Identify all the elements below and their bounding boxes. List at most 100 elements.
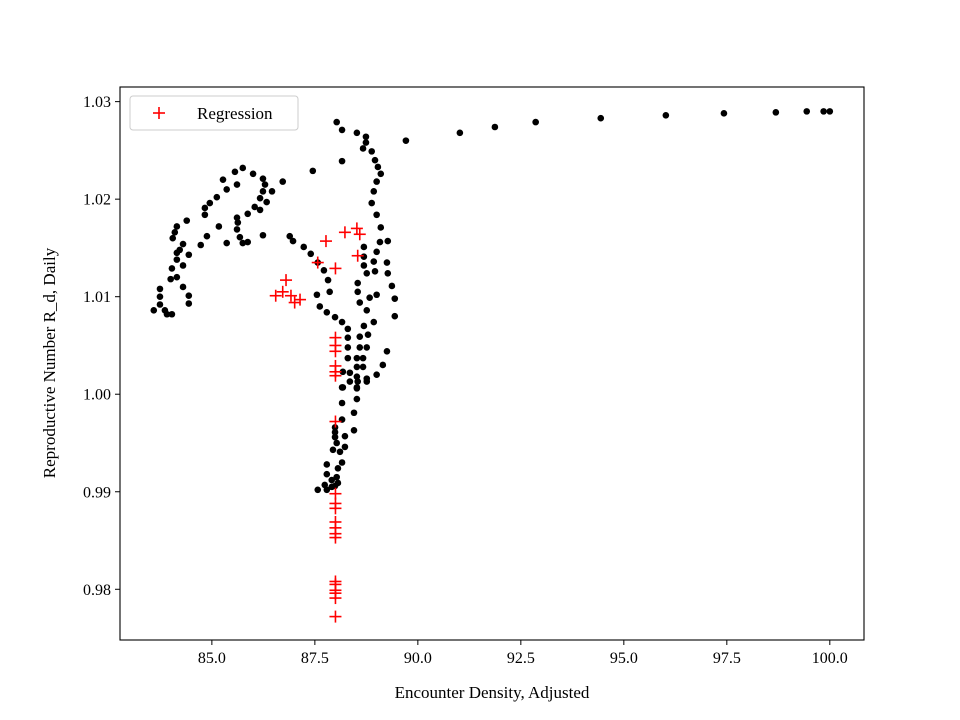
- data-point: [373, 291, 380, 299]
- legend: Regression: [129, 95, 299, 131]
- x-tick-label: 90.0: [404, 650, 432, 667]
- data-point: [323, 486, 331, 494]
- data-point: [370, 318, 378, 326]
- regression-point: [311, 256, 324, 269]
- data-point: [239, 164, 247, 172]
- data-point: [370, 188, 378, 195]
- data-point: [826, 108, 834, 115]
- regression-point: [319, 235, 332, 248]
- data-point: [350, 409, 358, 417]
- y-tick-label: 1.00: [83, 387, 111, 404]
- data-point: [377, 224, 385, 231]
- data-point: [354, 378, 362, 385]
- data-point: [344, 334, 352, 341]
- data-point: [197, 241, 205, 249]
- data-point: [359, 354, 367, 362]
- data-point: [377, 170, 385, 178]
- data-point: [150, 307, 158, 314]
- data-point: [331, 428, 339, 436]
- x-axis-label: Encounter Density, Adjusted: [395, 683, 590, 702]
- x-tick-label: 95.0: [610, 650, 638, 667]
- data-point: [820, 108, 827, 115]
- data-point: [373, 248, 380, 256]
- data-point: [371, 156, 379, 164]
- data-point: [268, 188, 276, 195]
- data-point: [171, 229, 179, 236]
- data-point: [279, 178, 287, 185]
- regression-point: [288, 296, 301, 309]
- data-point: [353, 395, 361, 403]
- data-point: [233, 214, 241, 221]
- regression-point: [329, 415, 342, 428]
- data-point: [173, 249, 181, 257]
- data-point: [201, 211, 209, 219]
- data-point: [366, 294, 373, 301]
- regression-point: [350, 222, 363, 235]
- data-point: [244, 210, 252, 218]
- data-point: [323, 470, 331, 478]
- data-point: [239, 239, 247, 247]
- regression-point: [329, 487, 342, 500]
- regression-point: [329, 262, 342, 275]
- data-point: [261, 181, 269, 188]
- data-point: [359, 145, 367, 152]
- data-point: [156, 301, 164, 308]
- data-point: [344, 354, 352, 362]
- data-point: [370, 258, 378, 265]
- data-point: [379, 361, 387, 369]
- data-point: [233, 181, 241, 188]
- data-point: [373, 211, 380, 219]
- data-point: [356, 344, 364, 351]
- data-point: [371, 268, 379, 275]
- data-point: [173, 273, 181, 281]
- data-point: [336, 448, 344, 456]
- data-point: [289, 237, 297, 245]
- legend-regression-label: Regression: [197, 104, 273, 123]
- regression-point: [276, 285, 289, 298]
- data-point: [259, 188, 267, 195]
- data-point: [259, 175, 267, 182]
- legend-box: [129, 95, 299, 131]
- data-point: [362, 139, 370, 146]
- data-point: [331, 482, 339, 490]
- data-point: [173, 256, 181, 263]
- data-point: [344, 344, 352, 351]
- data-point: [326, 288, 333, 296]
- y-axis-ticks: 0.98 0.99 1.00 1.01 1.02 1.03: [83, 94, 120, 599]
- data-point: [333, 118, 340, 126]
- data-point: [185, 292, 193, 300]
- data-point: [341, 432, 349, 440]
- data-point: [323, 461, 331, 468]
- data-point: [163, 310, 171, 318]
- data-point: [338, 399, 346, 407]
- data-point: [203, 232, 211, 240]
- data-point: [532, 118, 539, 126]
- data-point: [338, 126, 346, 134]
- data-point: [364, 331, 372, 339]
- data-point: [362, 133, 370, 141]
- data-point: [201, 204, 209, 212]
- data-point: [597, 114, 605, 122]
- data-point: [391, 312, 399, 320]
- data-point: [363, 344, 371, 351]
- data-point: [307, 250, 315, 258]
- data-point: [356, 299, 364, 306]
- x-tick-label: 97.5: [713, 650, 741, 667]
- data-point: [314, 486, 322, 494]
- y-axis-label: Reproductive Number R_d, Daily: [40, 247, 59, 478]
- data-point: [331, 313, 339, 321]
- data-point: [286, 232, 294, 240]
- data-point: [339, 384, 347, 391]
- data-point: [353, 363, 361, 371]
- data-point: [373, 371, 380, 379]
- data-point: [346, 369, 354, 377]
- data-point: [350, 427, 358, 434]
- data-point: [353, 373, 361, 380]
- data-point: [206, 199, 214, 207]
- data-point: [167, 275, 174, 283]
- data-point: [383, 259, 391, 266]
- data-point: [156, 293, 164, 300]
- data-point: [316, 303, 324, 310]
- data-point: [360, 262, 368, 269]
- data-point: [324, 276, 332, 284]
